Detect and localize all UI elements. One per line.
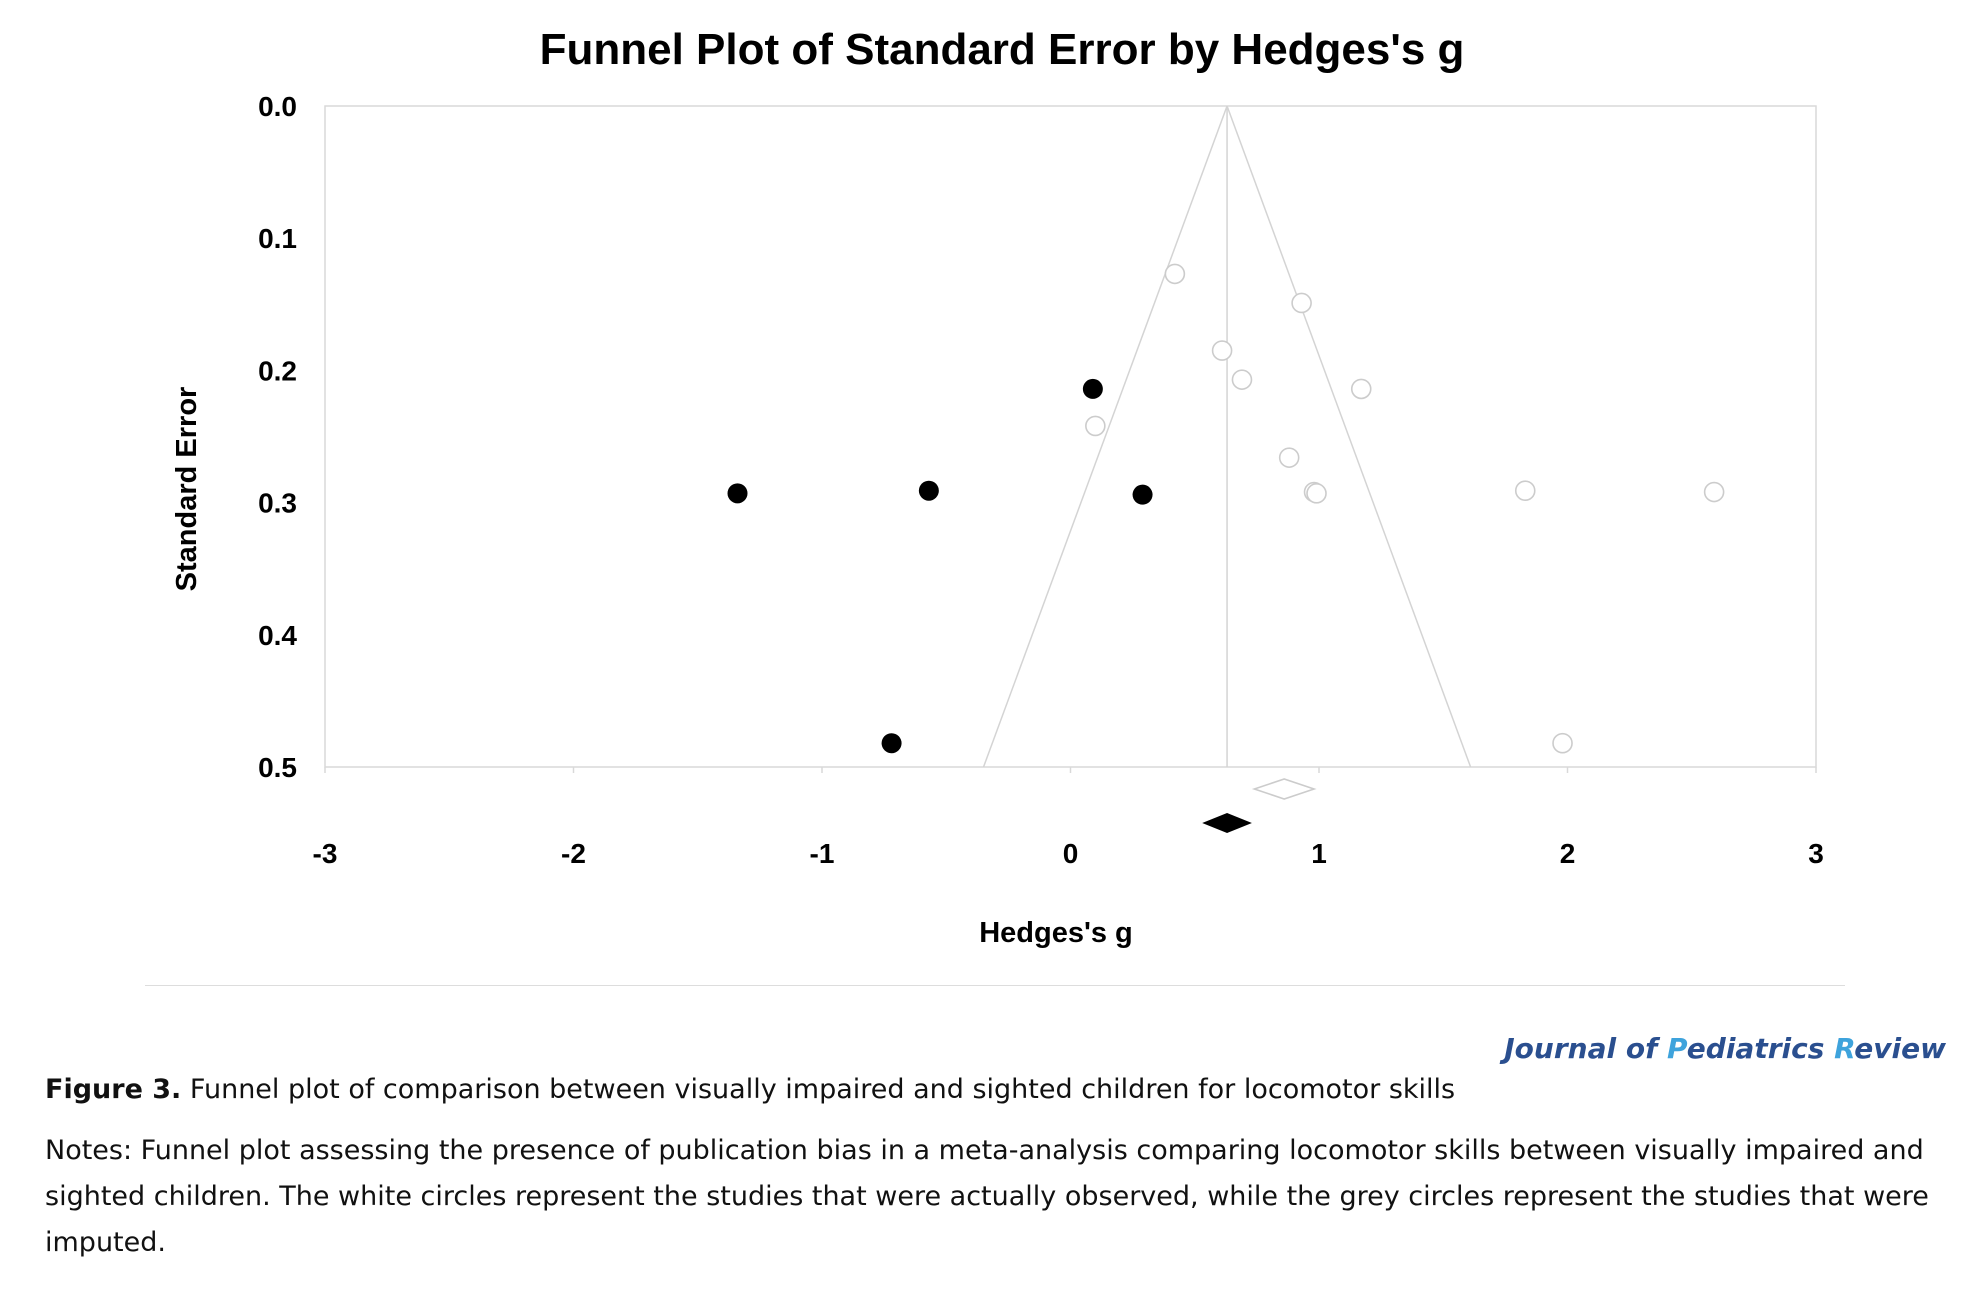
adjusted-summary-diamond <box>1202 813 1252 833</box>
imputed-study-point <box>881 733 902 754</box>
imputed-study-point <box>1132 484 1153 505</box>
observed-study-point <box>1278 447 1300 468</box>
journal-part: eview <box>1854 1032 1946 1065</box>
journal-name: Journal of Pediatrics Review <box>1504 1032 1946 1065</box>
observed-study-point <box>1085 415 1106 437</box>
figure-caption: Figure 3. Funnel plot of comparison betw… <box>45 1074 1455 1105</box>
chart-title: Funnel Plot of Standard Error by Hedges'… <box>540 25 1465 74</box>
journal-part: Journal of <box>1504 1032 1668 1065</box>
plot-area <box>324 105 1817 768</box>
data-points <box>727 263 1725 754</box>
observed-study-point <box>1231 369 1253 390</box>
divider <box>145 985 1845 986</box>
journal-accent-p: P <box>1667 1032 1687 1065</box>
observed-study-point <box>1211 340 1233 361</box>
y-axis-label: Standard Error <box>171 387 203 592</box>
imputed-study-point <box>1082 378 1103 399</box>
x-tick-label: -2 <box>561 838 586 869</box>
funnel-lines <box>982 105 1472 768</box>
x-axis-ticks: -3 -2 -1 0 1 2 3 <box>313 767 1824 869</box>
journal-part: ediatrics <box>1686 1032 1835 1065</box>
figure-label: Figure 3. <box>45 1074 182 1105</box>
x-tick-label: 1 <box>1311 838 1327 869</box>
imputed-study-point <box>918 480 939 501</box>
x-tick-label: -1 <box>810 838 835 869</box>
funnel-plot: Funnel Plot of Standard Error by Hedges'… <box>171 25 1824 949</box>
journal-accent-r: R <box>1834 1032 1855 1065</box>
y-tick-label: 0.1 <box>258 223 297 254</box>
caption-text: Funnel plot of comparison between visual… <box>181 1074 1456 1105</box>
x-tick-label: 3 <box>1808 838 1824 869</box>
figure-notes: Notes: Funnel plot assessing the presenc… <box>45 1135 1929 1258</box>
observed-summary-diamond <box>1251 778 1317 800</box>
funnel-left-line <box>982 105 1228 768</box>
x-axis-label: Hedges's g <box>979 917 1133 949</box>
imputed-study-point <box>727 483 748 504</box>
y-axis-ticks: 0.0 0.1 0.2 0.3 0.4 0.5 <box>258 91 297 783</box>
observed-study-point <box>1306 483 1327 504</box>
observed-study-point <box>1552 732 1573 754</box>
y-tick-label: 0.2 <box>258 355 297 386</box>
observed-study-point <box>1350 378 1372 400</box>
x-tick-label: -3 <box>313 838 338 869</box>
funnel-right-line <box>1226 105 1472 768</box>
observed-study-point <box>1514 480 1536 502</box>
y-tick-label: 0.3 <box>258 488 297 519</box>
x-tick-label: 0 <box>1063 838 1079 869</box>
observed-study-point <box>1703 481 1725 503</box>
y-tick-label: 0.4 <box>258 620 297 651</box>
x-tick-label: 2 <box>1560 838 1576 869</box>
observed-study-point <box>1291 292 1312 314</box>
y-tick-label: 0.0 <box>258 91 297 122</box>
y-tick-label: 0.5 <box>258 752 297 783</box>
summary-diamonds <box>1202 778 1317 833</box>
observed-study-point <box>1164 263 1186 285</box>
